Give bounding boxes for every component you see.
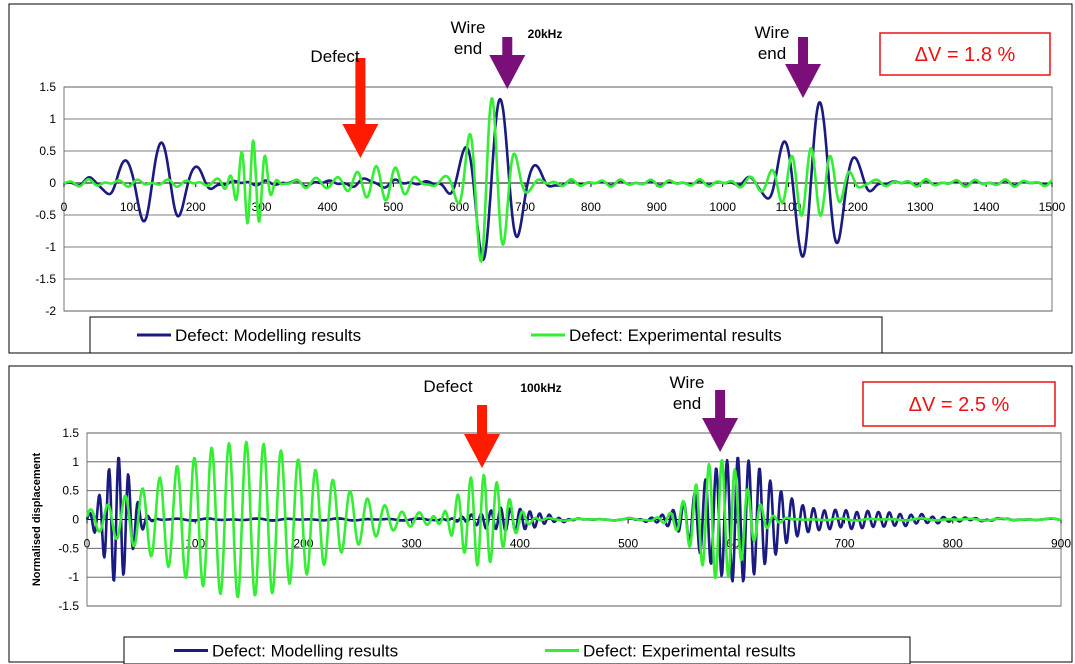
legend: Defect: Modelling results Defect: Experim… <box>89 316 883 354</box>
annotation-label: end <box>673 394 701 413</box>
legend-label: Defect: Experimental results <box>583 642 796 661</box>
x-tick-label: 600 <box>449 200 469 214</box>
chart-panel-100khz: 1.5 1 0.5 0 -0.5 -1 -1.5 0 100 200 300 400 500 600 700… <box>0 362 1075 664</box>
annotation-label: Wire <box>670 373 705 392</box>
legend: Defect: Modelling results Defect: Experim… <box>123 636 911 664</box>
x-tick-label: 700 <box>835 537 855 551</box>
x-tick-label: 1000 <box>709 200 736 214</box>
chart-panel-20khz: 1.5 1 0.5 0 -0.5 -1 -1.5 -2 0 100 200 300 400 500 600 7… <box>8 3 1073 354</box>
y-axis-label-group: Normalised displacement <box>31 453 43 587</box>
x-tick-label: 500 <box>618 537 638 551</box>
chart-20khz: 1.510.50-0.5-1-1.5-20 100 200 300 400 500 600 7… <box>8 3 1073 354</box>
x-tick-label: 100 <box>120 200 140 214</box>
annotation-label: Wire <box>755 23 790 42</box>
defect-arrow <box>464 405 501 468</box>
x-tick-label: 900 <box>1051 537 1071 551</box>
x-tick-label: 1400 <box>973 200 1000 214</box>
delta-v-label: ΔV = 2.5 % <box>909 394 1010 416</box>
legend-box <box>123 636 911 664</box>
x-tick-label: 400 <box>317 200 337 214</box>
wire-end-arrow <box>489 37 526 89</box>
annotation-label: Defect <box>310 47 359 66</box>
y-axis: 1.5 1 0.5 0 -0.5 -1 -1.5 -2 <box>35 80 56 318</box>
wire-end-arrow <box>702 390 739 452</box>
x-tick-label: 200 <box>186 200 206 214</box>
annotation-label: Wire <box>451 18 486 37</box>
annotation-label: end <box>454 39 482 58</box>
series-line-experimental <box>63 97 1053 263</box>
y-tick-label: 1.5 <box>62 426 79 440</box>
y-tick-label: 0 <box>49 176 56 190</box>
y-tick-label: -1 <box>68 570 79 584</box>
wire-end-arrow <box>785 37 822 98</box>
x-tick-label: 1500 <box>1039 200 1066 214</box>
legend-label: Defect: Experimental results <box>569 326 782 345</box>
legend-label: Defect: Modelling results <box>212 642 398 661</box>
x-tick-label: 800 <box>943 537 963 551</box>
y-tick-label: 1 <box>72 455 79 469</box>
x-tick-label: 900 <box>647 200 667 214</box>
legend-label: Defect: Modelling results <box>175 326 361 345</box>
y-tick-label: 0 <box>72 513 79 527</box>
x-tick-label: 300 <box>402 537 422 551</box>
chart-100khz: 1.510.50-0.5-1-1.50 100 200 300 400 500 600 700… <box>8 365 1073 664</box>
y-tick-label: -1.5 <box>35 272 56 286</box>
chart-title: 100kHz <box>520 381 561 395</box>
y-axis: 1.5 1 0.5 0 -0.5 -1 -1.5 <box>58 426 79 613</box>
x-tick-label: 500 <box>383 200 403 214</box>
chart-title: 20kHz <box>528 27 563 41</box>
x-tick-label: 700 <box>515 200 535 214</box>
x-tick-label: 800 <box>581 200 601 214</box>
x-tick-label: 400 <box>510 537 530 551</box>
delta-v-box <box>879 32 1051 76</box>
delta-v-label: ΔV = 1.8 % <box>915 44 1016 66</box>
delta-v-box <box>862 381 1056 427</box>
y-axis-label: Normalised displacement <box>31 453 43 587</box>
x-tick-label: 1200 <box>841 200 868 214</box>
legend-box <box>89 316 883 354</box>
y-tick-label: 1.5 <box>39 80 56 94</box>
y-tick-label: 0.5 <box>39 144 56 158</box>
y-tick-label: -0.5 <box>58 541 79 555</box>
x-tick-label: 1300 <box>907 200 934 214</box>
y-tick-label: -1.5 <box>58 599 79 613</box>
series-line-experimental <box>85 440 1062 599</box>
y-tick-label: -0.5 <box>35 208 56 222</box>
annotation-label: Defect <box>423 377 472 396</box>
x-tick-label: 0 <box>84 537 91 551</box>
y-tick-label: 0.5 <box>62 484 79 498</box>
x-tick-label: 0 <box>61 200 68 214</box>
y-tick-label: -2 <box>45 304 56 318</box>
plot-area <box>63 86 1053 312</box>
defect-arrow <box>342 58 379 158</box>
y-tick-label: 1 <box>49 112 56 126</box>
y-tick-label: -1 <box>45 240 56 254</box>
annotation-label: end <box>758 44 786 63</box>
